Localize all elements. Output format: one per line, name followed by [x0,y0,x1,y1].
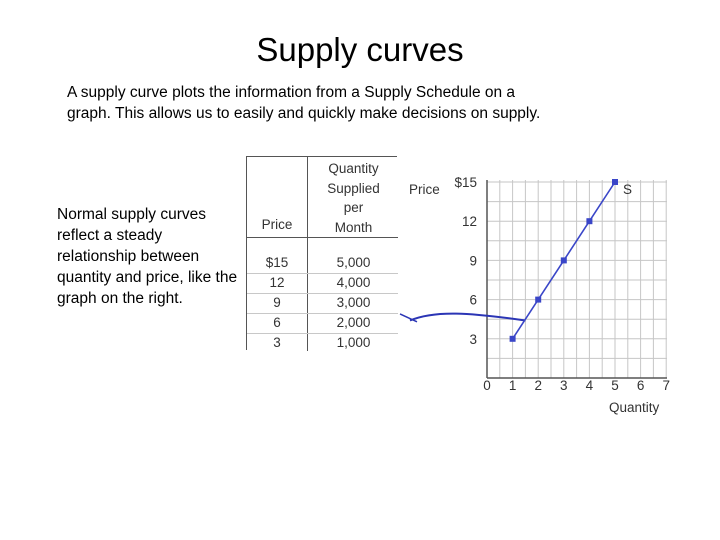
header-divider [247,237,398,238]
quantity-column: 5,000 4,000 3,000 2,000 1,000 [309,253,398,353]
y-axis-label: Price [409,182,440,197]
intro-paragraph: A supply curve plots the information fro… [67,84,541,122]
quantity-cell: 5,000 [336,255,371,270]
row-grid-line [247,273,398,274]
y-tick-label: 9 [469,253,477,268]
price-column-header: Price [261,217,293,232]
x-tick-label: 6 [637,378,645,393]
price-cell: 3 [273,335,281,350]
quantity-column-header: Quantity Supplied per Month [309,159,398,237]
price-column: $15 12 9 6 3 [247,253,307,353]
y-tick-label: 6 [469,293,477,308]
price-cell: 12 [269,275,285,290]
x-tick-label: 0 [483,378,491,393]
row-grid-line [247,313,398,314]
quantity-header-line: Quantity [328,161,379,176]
price-cell: 9 [273,295,281,310]
annotation-scribble [409,312,526,322]
supply-data-point [560,257,567,264]
x-tick-label: 1 [509,378,517,393]
supply-data-point [535,296,542,303]
x-tick-label: 4 [586,378,594,393]
price-cell: 6 [273,315,281,330]
quantity-cell: 3,000 [336,295,371,310]
price-cell: $15 [265,255,289,270]
slide-title: Supply curves [256,31,464,68]
y-tick-label: 12 [462,214,477,229]
y-tick-label: 3 [469,332,477,347]
row-grid-line [247,293,398,294]
quantity-cell: 2,000 [336,315,371,330]
quantity-header-line: Supplied [327,180,380,196]
quantity-cell: 1,000 [336,335,371,350]
x-tick-label: 7 [662,378,670,393]
column-divider [307,157,308,351]
x-tick-label: 5 [611,378,619,393]
x-tick-label: 3 [560,378,568,393]
x-axis-label: Quantity [609,400,660,415]
annotation-scribble [399,313,418,323]
x-tick-label: 2 [534,378,542,393]
row-grid-line [247,333,398,334]
note-paragraph: Normal supply curves reflect a steady re… [57,206,238,307]
supply-data-point [586,218,593,225]
supply-data-point [612,179,618,185]
quantity-header-line: per [343,200,364,215]
supply-data-point [509,335,516,342]
quantity-cell: 4,000 [336,275,371,290]
supply-schedule-table: Price Quantity Supplied per Month $15 12… [246,156,398,353]
y-tick-label: $15 [454,175,477,190]
series-label: S [623,182,632,197]
quantity-header-line: Month [334,219,373,235]
